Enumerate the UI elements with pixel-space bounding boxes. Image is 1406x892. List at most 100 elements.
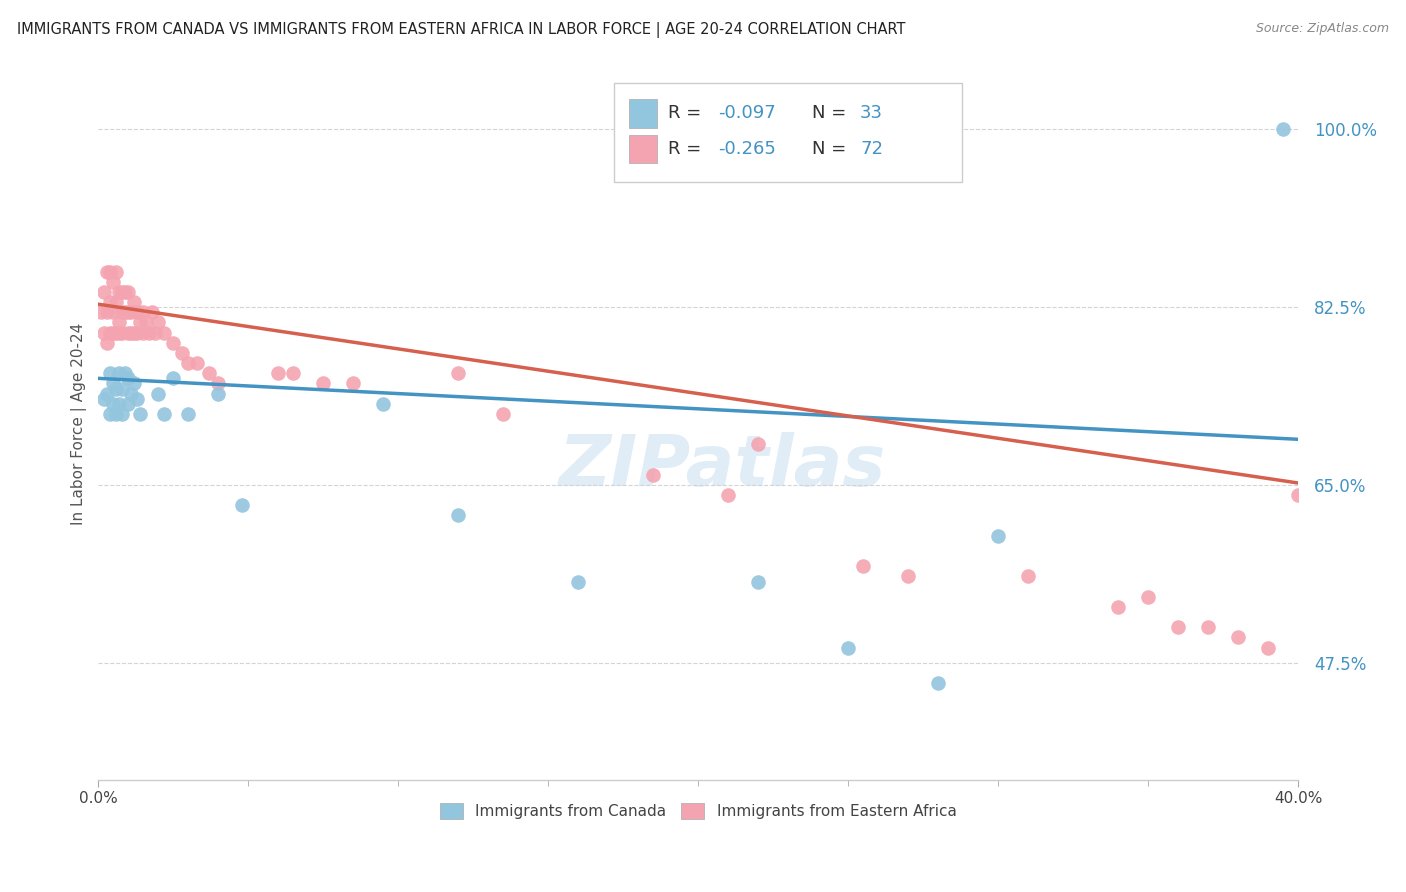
Point	[103, 305, 125, 319]
Point	[127, 305, 149, 319]
Point	[111, 305, 134, 319]
Point	[114, 285, 136, 299]
Point	[207, 386, 229, 401]
Point	[747, 574, 769, 589]
Point	[1271, 122, 1294, 136]
Point	[127, 326, 149, 340]
Point	[117, 397, 139, 411]
Point	[105, 295, 128, 310]
Point	[103, 326, 125, 340]
Point	[105, 407, 128, 421]
Point	[492, 407, 515, 421]
Text: R =: R =	[668, 140, 707, 158]
Point	[153, 407, 176, 421]
Point	[162, 371, 184, 385]
Point	[1137, 590, 1160, 604]
Point	[114, 305, 136, 319]
Text: -0.265: -0.265	[718, 140, 776, 158]
Point	[132, 305, 155, 319]
FancyBboxPatch shape	[628, 99, 658, 128]
Point	[127, 392, 149, 406]
Point	[105, 265, 128, 279]
Point	[1227, 631, 1250, 645]
Point	[283, 366, 305, 380]
Point	[342, 376, 364, 391]
Point	[987, 529, 1010, 543]
Point	[98, 265, 121, 279]
Point	[148, 316, 170, 330]
Point	[153, 326, 176, 340]
Point	[124, 376, 146, 391]
Point	[117, 326, 139, 340]
Text: R =: R =	[668, 104, 707, 122]
Text: N =: N =	[813, 140, 852, 158]
Point	[111, 407, 134, 421]
Point	[93, 285, 115, 299]
Point	[267, 366, 290, 380]
Point	[105, 326, 128, 340]
Point	[312, 376, 335, 391]
Point	[138, 326, 160, 340]
Point	[135, 316, 157, 330]
Point	[105, 382, 128, 396]
Point	[124, 326, 146, 340]
Point	[143, 326, 166, 340]
Point	[897, 569, 920, 583]
Text: N =: N =	[813, 104, 852, 122]
Point	[132, 326, 155, 340]
Point	[108, 366, 131, 380]
Point	[1167, 620, 1189, 634]
Point	[717, 488, 740, 502]
Point	[111, 285, 134, 299]
Point	[90, 305, 112, 319]
Point	[103, 376, 125, 391]
Point	[177, 407, 200, 421]
Text: IMMIGRANTS FROM CANADA VS IMMIGRANTS FROM EASTERN AFRICA IN LABOR FORCE | AGE 20: IMMIGRANTS FROM CANADA VS IMMIGRANTS FRO…	[17, 22, 905, 38]
Point	[447, 366, 470, 380]
Text: Source: ZipAtlas.com: Source: ZipAtlas.com	[1256, 22, 1389, 36]
Point	[103, 275, 125, 289]
Point	[93, 392, 115, 406]
Point	[162, 335, 184, 350]
Point	[96, 265, 118, 279]
Legend: Immigrants from Canada, Immigrants from Eastern Africa: Immigrants from Canada, Immigrants from …	[434, 797, 963, 825]
Point	[98, 326, 121, 340]
Point	[1017, 569, 1039, 583]
Point	[117, 305, 139, 319]
Point	[373, 397, 395, 411]
Point	[111, 382, 134, 396]
Text: 33: 33	[860, 104, 883, 122]
Y-axis label: In Labor Force | Age 20-24: In Labor Force | Age 20-24	[72, 323, 87, 525]
Point	[108, 316, 131, 330]
Point	[1107, 599, 1129, 614]
Point	[120, 305, 142, 319]
Point	[108, 285, 131, 299]
Point	[177, 356, 200, 370]
Point	[852, 559, 875, 574]
Text: 72: 72	[860, 140, 883, 158]
Text: -0.097: -0.097	[718, 104, 776, 122]
Point	[1376, 620, 1399, 634]
Point	[1286, 488, 1309, 502]
Point	[837, 640, 859, 655]
Point	[103, 397, 125, 411]
Point	[186, 356, 208, 370]
Point	[567, 574, 589, 589]
Point	[129, 316, 152, 330]
Point	[98, 295, 121, 310]
Point	[172, 346, 194, 360]
Text: ZIPatlas: ZIPatlas	[558, 433, 886, 501]
Point	[927, 676, 949, 690]
Point	[120, 326, 142, 340]
Point	[747, 437, 769, 451]
Point	[120, 386, 142, 401]
Point	[117, 285, 139, 299]
FancyBboxPatch shape	[614, 83, 962, 182]
Point	[98, 407, 121, 421]
Point	[207, 376, 229, 391]
Point	[96, 386, 118, 401]
Point	[114, 366, 136, 380]
Point	[148, 386, 170, 401]
Point	[447, 508, 470, 523]
Point	[96, 335, 118, 350]
